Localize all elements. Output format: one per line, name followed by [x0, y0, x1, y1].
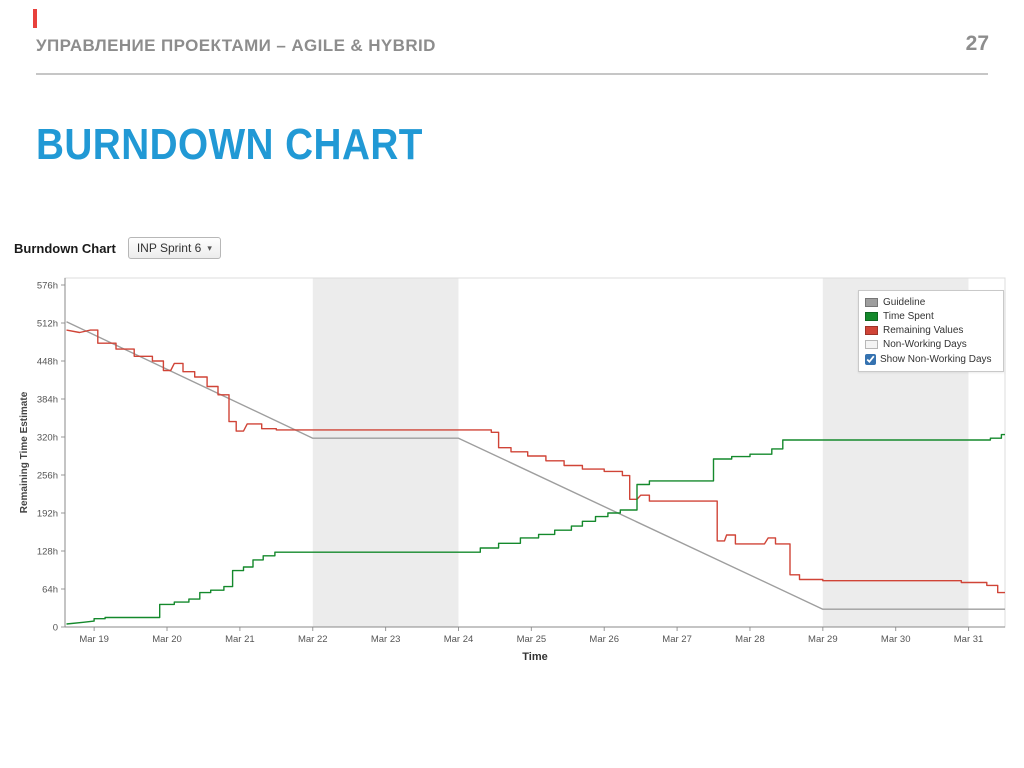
y-tick-label: 576h: [37, 281, 58, 292]
legend-entry-label: Remaining Values: [883, 324, 964, 336]
chart-legend: Guideline Time Spent Remaining Values Non-W…: [858, 290, 1004, 372]
x-tick-label: Mar 30: [881, 634, 911, 645]
y-tick-label: 320h: [37, 433, 58, 444]
widget-header: Burndown Chart INP Sprint 6 ▾: [14, 236, 1010, 260]
y-tick-label: 64h: [42, 585, 58, 596]
x-tick-label: Mar 23: [371, 634, 401, 645]
page-title: BURNDOWN CHART: [36, 120, 423, 169]
accent-mark: [33, 9, 37, 28]
y-tick-label: 256h: [37, 471, 58, 482]
legend-entry-label: Non-Working Days: [883, 338, 967, 350]
y-tick-label: 384h: [37, 395, 58, 406]
burndown-widget: Burndown Chart INP Sprint 6 ▾ 0 64h 128h 19…: [14, 236, 1010, 672]
x-tick-label: Mar 24: [444, 634, 474, 645]
legend-checkbox-row: Show Non-Working Days: [865, 351, 997, 367]
legend-swatch: [865, 339, 878, 349]
x-tick-label: Mar 26: [589, 634, 619, 645]
x-tick-label: Mar 27: [662, 634, 692, 645]
y-tick-label: 192h: [37, 509, 58, 520]
y-tick-label: 0: [53, 623, 58, 634]
widget-title: Burndown Chart: [14, 240, 116, 256]
slide-header: УПРАВЛЕНИЕ ПРОЕКТАМИ – AGILE & HYBRID: [36, 36, 436, 55]
legend-swatch: [865, 325, 878, 335]
legend-checkbox-label: Show Non-Working Days: [880, 353, 992, 365]
x-axis-title: Time: [522, 651, 547, 663]
legend-entry: Remaining Values: [865, 323, 997, 337]
series-guideline: [66, 321, 1005, 610]
legend-entry-label: Time Spent: [883, 310, 934, 322]
x-tick-label: Mar 31: [954, 634, 984, 645]
x-tick-label: Mar 21: [225, 634, 255, 645]
legend-swatch: [865, 297, 878, 307]
y-tick-label: 128h: [37, 547, 58, 558]
x-tick-label: Mar 25: [517, 634, 547, 645]
x-tick-label: Mar 28: [735, 634, 765, 645]
x-tick-label: Mar 20: [152, 634, 182, 645]
header-divider: [36, 73, 988, 75]
y-axis-title: Remaining Time Estimate: [19, 391, 30, 513]
sprint-selector-dropdown[interactable]: INP Sprint 6 ▾: [127, 237, 221, 259]
chart-area: 0 64h 128h 192h 256h 320h 384h 448h 512h 576h Mar …: [14, 268, 1010, 672]
series-time-spent: [66, 433, 1005, 625]
show-non-working-days-checkbox[interactable]: [865, 353, 876, 365]
non-working-days-band: [312, 278, 459, 627]
chevron-down-icon: ▾: [207, 242, 212, 253]
legend-entry: Time Spent: [865, 309, 997, 323]
series-remaining-values: [66, 329, 1005, 594]
y-tick-label: 448h: [37, 357, 58, 368]
y-tick-label: 512h: [37, 319, 58, 330]
legend-entry-label: Guideline: [883, 296, 926, 308]
legend-entry: Non-Working Days: [865, 337, 997, 351]
x-tick-label: Mar 19: [79, 634, 109, 645]
legend-swatch: [865, 311, 878, 321]
page-number: 27: [965, 32, 989, 55]
sprint-selector-value: INP Sprint 6: [136, 241, 202, 255]
x-tick-label: Mar 22: [298, 634, 328, 645]
legend-entry: Guideline: [865, 295, 997, 309]
x-tick-label: Mar 29: [808, 634, 838, 645]
